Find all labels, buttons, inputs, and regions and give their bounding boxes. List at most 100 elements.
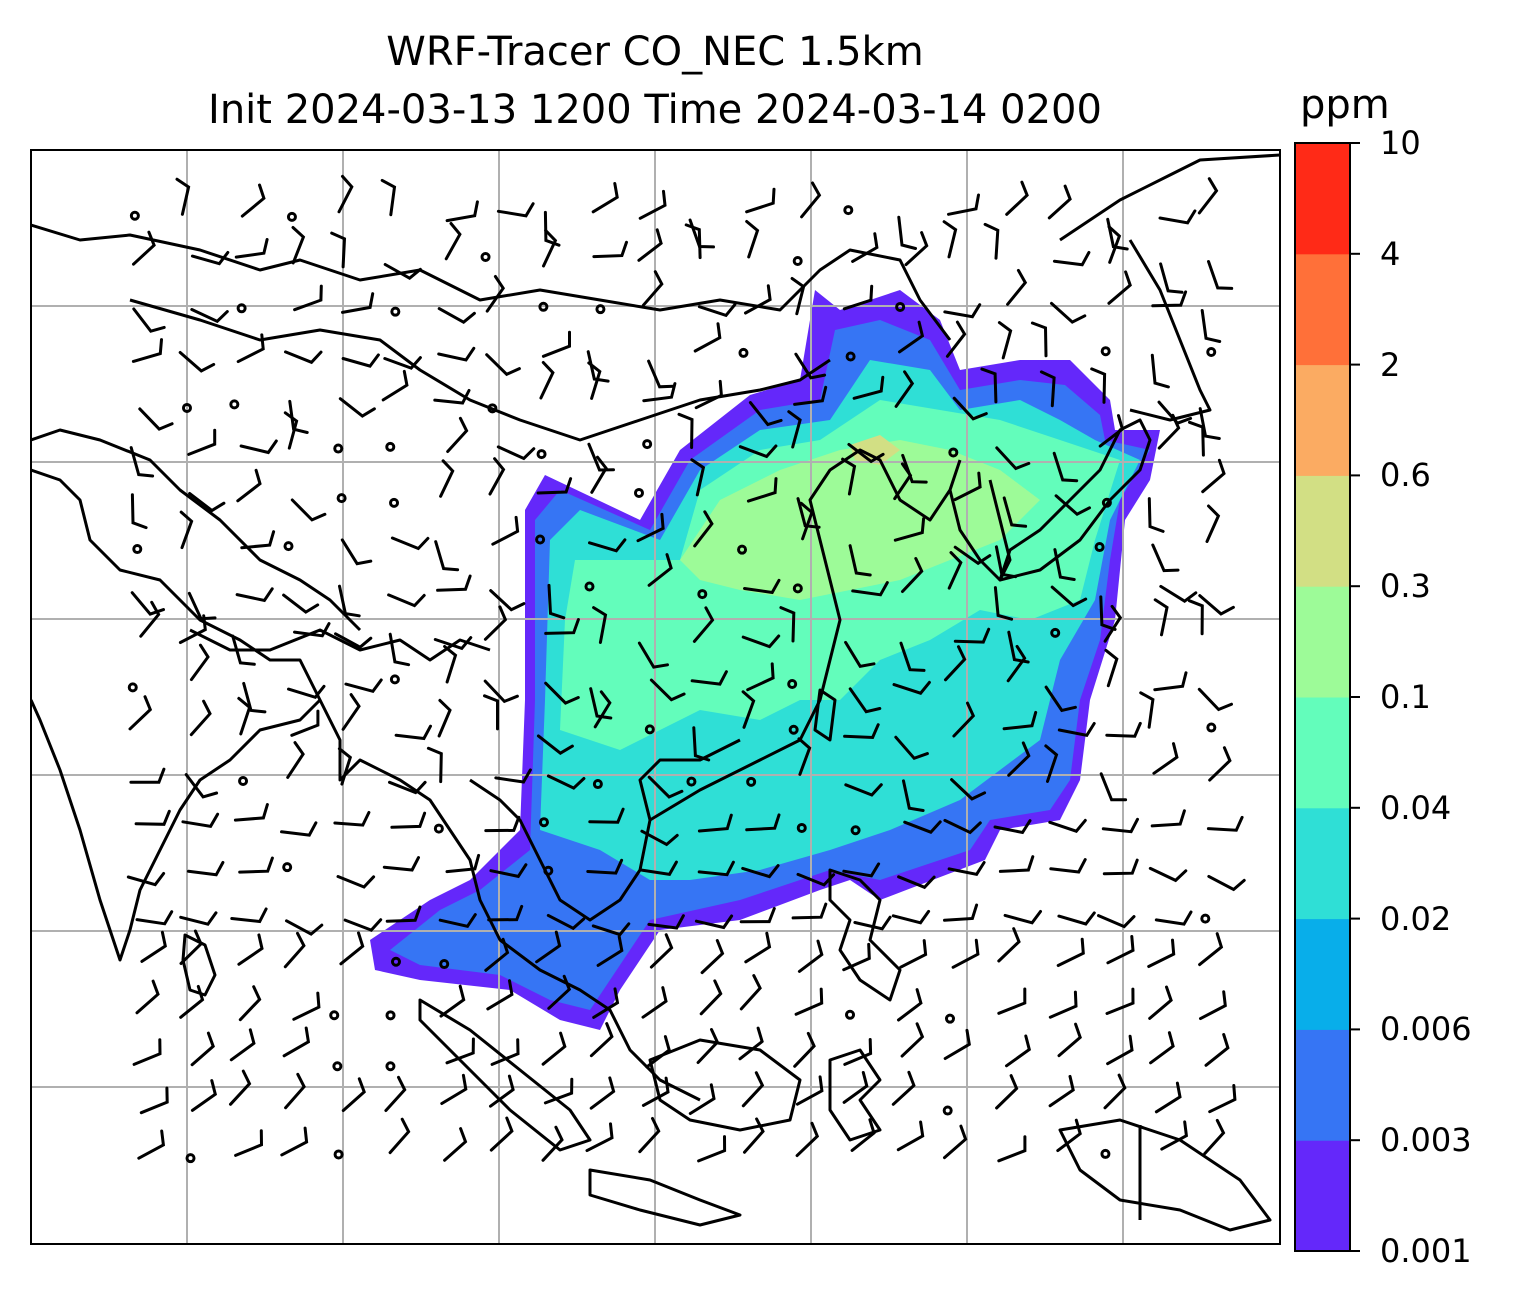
wind-barb <box>1099 595 1117 631</box>
wind-barb <box>132 1038 162 1066</box>
wind-barb <box>341 292 375 314</box>
wind-barb <box>128 695 153 731</box>
wind-barb <box>800 181 822 219</box>
wind-barb <box>585 1122 614 1153</box>
wind-barb <box>544 618 580 635</box>
calm-wind-marker <box>738 347 749 358</box>
wind-barb <box>897 875 936 890</box>
calm-wind-marker <box>385 1061 396 1072</box>
calm-wind-marker <box>390 306 401 317</box>
wind-barb <box>588 807 625 824</box>
wind-barb <box>131 338 163 363</box>
wind-barb <box>647 359 676 389</box>
wind-barb <box>641 270 664 307</box>
wind-barb <box>1151 290 1188 308</box>
coastline-borneo <box>648 1038 802 1132</box>
coastline-philippines <box>828 868 902 1002</box>
colorbar-bin <box>1295 586 1350 698</box>
wind-barb <box>483 679 519 704</box>
wind-barb <box>739 974 762 1011</box>
wind-barb <box>993 586 1014 621</box>
wind-barb <box>947 551 963 590</box>
wind-barb <box>745 220 760 259</box>
wind-barb <box>745 813 781 832</box>
wind-barb <box>488 457 506 496</box>
wind-barb <box>586 350 610 383</box>
wind-barb <box>850 1118 876 1152</box>
wind-barb <box>1049 858 1087 874</box>
wind-barb <box>1044 685 1077 713</box>
wind-barb <box>489 863 528 879</box>
calm-wind-marker <box>642 439 653 450</box>
wind-barb <box>1208 1084 1237 1114</box>
wind-barb <box>283 931 306 969</box>
calm-wind-marker <box>787 679 798 690</box>
wind-barb <box>1198 594 1235 616</box>
wind-barb <box>484 815 521 833</box>
wind-barb <box>383 356 422 370</box>
wind-barb <box>1044 744 1059 783</box>
wind-barb <box>1099 772 1128 802</box>
wind-barb <box>738 444 778 459</box>
wind-barb <box>997 987 1027 1015</box>
calm-wind-marker <box>538 817 549 828</box>
wind-barb <box>543 1077 574 1105</box>
wind-barb <box>1149 1031 1175 1065</box>
wind-barb <box>433 636 473 651</box>
plume-layer-03 <box>850 435 900 465</box>
wind-barb <box>381 369 409 402</box>
wind-barb <box>589 1022 614 1058</box>
wind-barb <box>384 1075 407 1112</box>
wind-barb <box>388 1117 411 1155</box>
wind-barb <box>1198 932 1224 967</box>
wind-barb <box>439 459 455 498</box>
wind-barb <box>234 1129 264 1157</box>
calm-wind-marker <box>592 779 603 790</box>
wind-barb <box>640 860 678 876</box>
wind-barb <box>793 1031 816 1068</box>
border-tibet <box>189 628 491 662</box>
wind-barb <box>132 307 166 333</box>
wind-barb <box>1050 301 1087 324</box>
wind-barb <box>445 853 481 874</box>
wind-barb <box>132 230 156 266</box>
wind-barb <box>284 1072 306 1110</box>
wind-barb <box>178 351 216 373</box>
colorbar-bin <box>1295 697 1350 809</box>
wind-barb <box>690 458 706 497</box>
wind-barb <box>341 693 361 731</box>
colorbar-bin <box>1295 1029 1350 1141</box>
calm-wind-marker <box>644 724 655 735</box>
wind-barb <box>186 861 225 877</box>
wind-barb <box>485 353 521 377</box>
wind-barb <box>647 775 684 799</box>
calm-wind-marker <box>129 210 140 221</box>
wind-barb <box>536 477 573 495</box>
wind-barb <box>642 382 677 403</box>
wind-barb <box>1002 496 1028 528</box>
wind-barb <box>790 277 806 316</box>
wind-barb <box>337 174 354 214</box>
wind-barb <box>1188 420 1205 457</box>
wind-barb <box>943 1124 968 1160</box>
wind-barb <box>385 905 422 923</box>
wind-barb <box>943 1028 971 1060</box>
calm-wind-marker <box>633 487 644 498</box>
wind-barb <box>130 591 165 616</box>
wind-barb <box>1097 914 1136 929</box>
wind-barb <box>485 275 506 313</box>
wind-barb <box>677 412 694 449</box>
wind-barb <box>494 768 532 784</box>
wind-barb <box>844 640 876 668</box>
wind-barb <box>1205 504 1221 543</box>
wind-barb <box>690 670 728 686</box>
wind-barb <box>641 986 668 1019</box>
calm-wind-marker <box>286 211 297 222</box>
wind-barb <box>484 937 510 972</box>
calm-wind-marker <box>236 303 247 314</box>
colorbar-tick-label: 0.1 <box>1380 678 1431 716</box>
wind-barb <box>290 709 320 737</box>
colorbar-tick-label: 0.001 <box>1380 1232 1472 1270</box>
wind-barb <box>544 681 580 705</box>
calm-wind-marker <box>1101 497 1112 508</box>
